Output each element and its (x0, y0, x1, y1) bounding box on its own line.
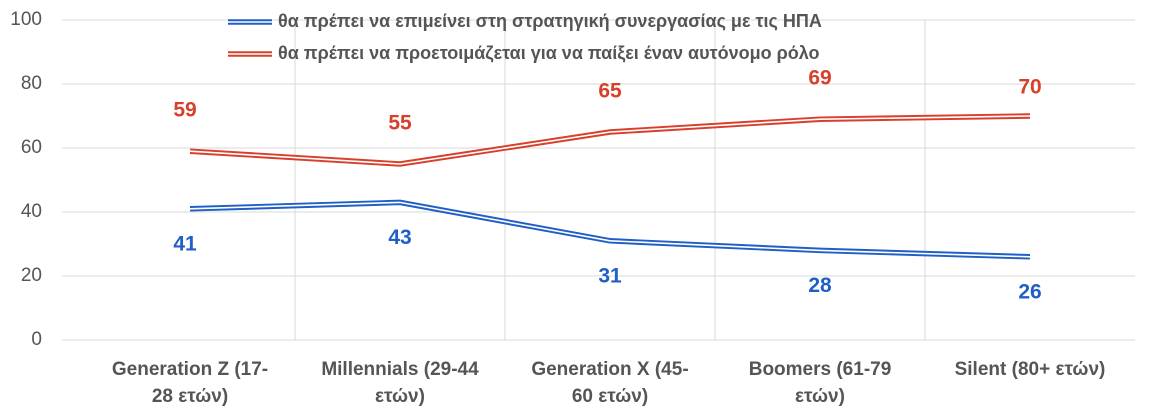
y-tick-label: 80 (21, 73, 42, 94)
series-line-inner (189, 201, 1031, 258)
x-tick-label: 28 ετών) (152, 386, 228, 407)
x-tick-label: ετών) (795, 386, 845, 407)
data-label: 43 (388, 226, 411, 249)
x-tick-label: Silent (80+ ετών) (955, 359, 1106, 380)
x-tick-label: ετών) (375, 386, 425, 407)
series-line (189, 199, 1031, 260)
data-label: 26 (1018, 280, 1041, 303)
data-label: 28 (808, 274, 832, 297)
legend-label: θα πρέπει να προετοιμάζεται για να παίξε… (278, 43, 820, 64)
x-tick-label: Boomers (61-79 (749, 359, 892, 380)
data-label: 59 (173, 99, 196, 122)
legend-label: θα πρέπει να επιμείνει στη στρατηγική συ… (278, 11, 822, 31)
data-label: 70 (1018, 76, 1041, 99)
series-line-inner (189, 115, 1031, 165)
data-label: 31 (598, 264, 622, 287)
data-label: 69 (808, 67, 831, 90)
y-tick-label: 100 (10, 9, 42, 30)
data-label: 55 (388, 112, 412, 135)
data-label: 65 (598, 80, 622, 103)
data-label: 41 (173, 232, 197, 255)
x-tick-label: Generation X (45- (531, 359, 688, 380)
y-tick-label: 20 (21, 265, 42, 286)
series-line (189, 113, 1031, 167)
y-tick-label: 0 (31, 329, 42, 350)
x-tick-label: Millennials (29-44 (321, 359, 479, 380)
y-tick-label: 40 (21, 201, 42, 222)
x-tick-label: 60 ετών) (572, 386, 648, 407)
y-tick-label: 60 (21, 137, 42, 158)
x-tick-label: Generation Z (17- (112, 359, 268, 380)
